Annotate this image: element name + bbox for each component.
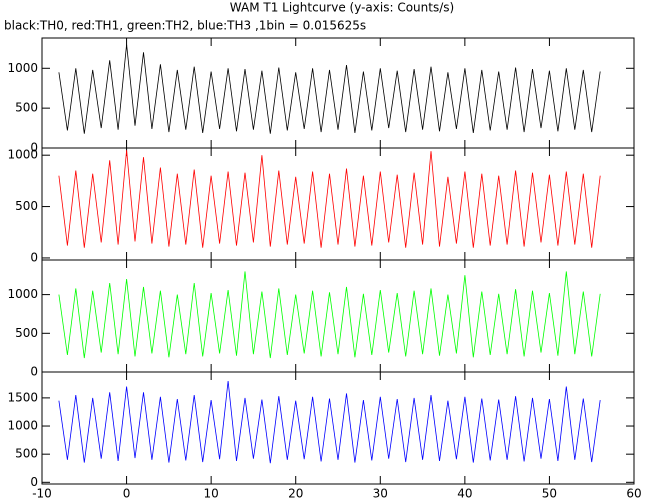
y-tick-label: 0 (30, 141, 38, 155)
panel-frame (41, 371, 635, 485)
y-tick-label: 500 (15, 447, 38, 461)
x-tick-label: -10 (32, 487, 52, 501)
lightcurve (58, 380, 601, 464)
y-tick-label: 0 (30, 475, 38, 489)
lightcurve (58, 150, 601, 248)
y-tick-label: 500 (15, 326, 38, 340)
x-tick-label: 60 (626, 487, 641, 501)
y-tick-label: 500 (15, 101, 38, 115)
y-tick-label: 1000 (7, 419, 38, 433)
x-tick-label: 50 (542, 487, 557, 501)
y-tick-label: 1000 (7, 287, 38, 301)
x-tick-label: 10 (204, 487, 219, 501)
y-tick-label: 0 (30, 365, 38, 379)
panel-frame (41, 37, 635, 149)
chart-subtitle: black:TH0, red:TH1, green:TH2, blue:TH3 … (4, 19, 366, 33)
chart-title: WAM T1 Lightcurve (y-axis: Counts/s) (230, 1, 454, 15)
y-tick-label: 1000 (7, 61, 38, 75)
x-tick-label: 40 (457, 487, 472, 501)
lightcurve (58, 271, 601, 359)
y-tick-label: 0 (30, 250, 38, 264)
x-tick-label: 30 (373, 487, 388, 501)
lightcurve (58, 44, 601, 134)
y-tick-label: 1000 (7, 148, 38, 162)
x-tick-label: 20 (288, 487, 303, 501)
x-tick-label: 0 (123, 487, 131, 501)
y-tick-label: 1500 (7, 390, 38, 404)
y-tick-label: 500 (15, 199, 38, 213)
